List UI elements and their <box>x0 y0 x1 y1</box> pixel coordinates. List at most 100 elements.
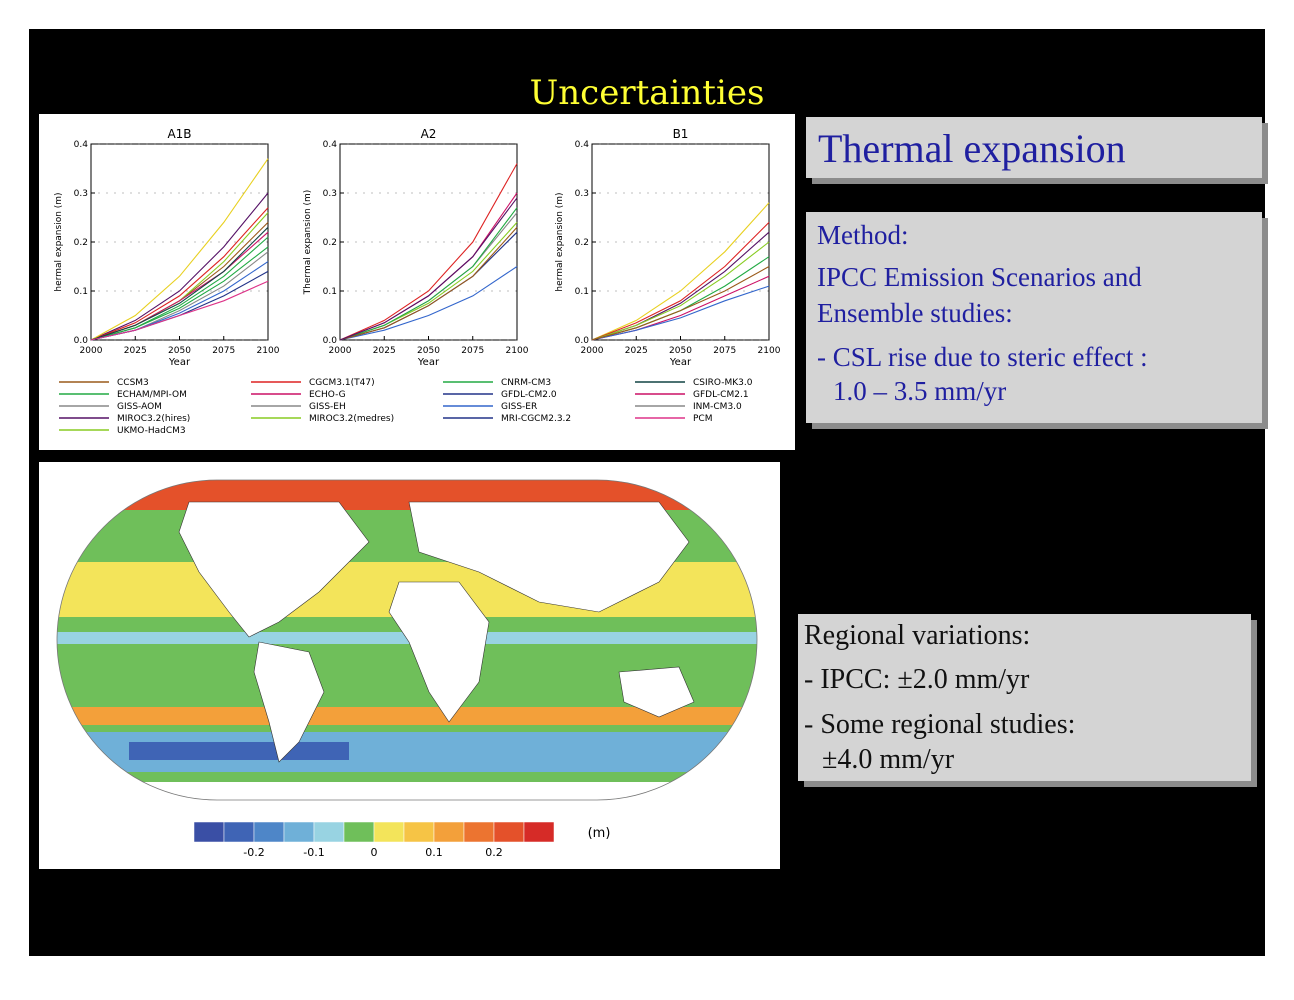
grid-dot <box>355 339 357 341</box>
x-tick-label: 2025 <box>373 346 396 356</box>
colorbar-swatch <box>403 821 435 843</box>
series-line <box>339 231 518 341</box>
grid-dot <box>130 143 132 145</box>
y-tick-label: 0.1 <box>575 287 589 297</box>
grid-dot <box>106 241 108 243</box>
grid-dot <box>475 290 477 292</box>
grid-dot <box>687 339 689 341</box>
grid-dot <box>507 192 509 194</box>
grid-dot <box>743 192 745 194</box>
grid-dot <box>459 241 461 243</box>
grid-dot <box>178 241 180 243</box>
grid-dot <box>751 143 753 145</box>
series-line <box>90 207 269 341</box>
grid-dot <box>395 192 397 194</box>
grid-dot <box>98 192 100 194</box>
grid-dot <box>114 290 116 292</box>
grid-dot <box>483 339 485 341</box>
grid-dot <box>186 241 188 243</box>
grid-dot <box>363 339 365 341</box>
grid-dot <box>411 290 413 292</box>
regional-map-figure: -0.2 -0.1 0 0.1 0.2 (m) <box>39 462 780 869</box>
grid-dot <box>703 339 705 341</box>
grid-dot <box>138 290 140 292</box>
x-tick-label: 2075 <box>461 346 484 356</box>
grid-dot <box>475 339 477 341</box>
colorbar-swatch <box>463 821 495 843</box>
grid-dot <box>266 241 268 243</box>
grid-dot <box>411 339 413 341</box>
grid-dot <box>711 192 713 194</box>
grid-dot <box>459 290 461 292</box>
y-tick-label: 0.4 <box>74 140 89 150</box>
grid-dot <box>467 339 469 341</box>
colorbar-swatch <box>283 821 315 843</box>
grid-dot <box>114 339 116 341</box>
method-box: Method: IPCC Emission Scenarios and Ense… <box>806 212 1262 423</box>
grid-dot <box>194 241 196 243</box>
grid-dot <box>639 339 641 341</box>
series-line <box>339 192 518 341</box>
grid-dot <box>679 143 681 145</box>
grid-dot <box>242 241 244 243</box>
grid-dot <box>735 339 737 341</box>
grid-dot <box>663 192 665 194</box>
grid-dot <box>467 192 469 194</box>
grid-dot <box>371 290 373 292</box>
south-band <box>57 707 757 725</box>
grid-dot <box>735 241 737 243</box>
x-tick-label: 2075 <box>212 346 235 356</box>
grid-dot <box>767 192 769 194</box>
grid-dot <box>250 339 252 341</box>
grid-dot <box>695 192 697 194</box>
grid-dot <box>387 290 389 292</box>
grid-dot <box>114 143 116 145</box>
grid-dot <box>403 290 405 292</box>
grid-dot <box>347 241 349 243</box>
method-line-4: 1.0 – 3.5 mm/yr <box>833 376 1007 406</box>
series-line <box>339 207 518 341</box>
y-tick-label: 0.2 <box>74 238 88 248</box>
grid-dot <box>226 143 228 145</box>
grid-dot <box>639 290 641 292</box>
grid-dot <box>491 143 493 145</box>
grid-dot <box>146 241 148 243</box>
grid-dot <box>499 339 501 341</box>
grid-dot <box>751 241 753 243</box>
grid-dot <box>234 339 236 341</box>
grid-dot <box>443 339 445 341</box>
colorbar-swatch <box>493 821 525 843</box>
grid-dot <box>759 241 761 243</box>
grid-dot <box>507 290 509 292</box>
colorbar-tick-label: 0.2 <box>485 846 503 859</box>
south-america <box>253 641 325 763</box>
grid-dot <box>202 241 204 243</box>
grid-dot <box>170 339 172 341</box>
grid-dot <box>703 192 705 194</box>
colorbar: -0.2 -0.1 0 0.1 0.2 (m) <box>193 821 610 859</box>
grid-dot <box>655 339 657 341</box>
colorbar-swatch <box>193 821 225 843</box>
grid-dot <box>655 241 657 243</box>
grid-dot <box>106 290 108 292</box>
grid-dot <box>98 290 100 292</box>
grid-dot <box>146 290 148 292</box>
grid-dot <box>403 192 405 194</box>
grid-dot <box>387 192 389 194</box>
grid-dot <box>679 241 681 243</box>
method-label: Method: <box>817 220 909 250</box>
grid-dot <box>162 339 164 341</box>
grid-dot <box>122 290 124 292</box>
grid-dot <box>663 339 665 341</box>
y-tick-label: 0.1 <box>323 287 337 297</box>
grid-dot <box>639 143 641 145</box>
line-chart-a2: A2 0.0 0.1 0.2 0.3 0.4 2000 2025 2050 2075 2100 Yea… <box>303 127 529 368</box>
colorbar-tick-label: -0.2 <box>243 846 264 859</box>
grid-dot <box>623 192 625 194</box>
y-tick-label: 0.3 <box>74 189 88 199</box>
grid-dot <box>186 143 188 145</box>
grid-dot <box>154 290 156 292</box>
grid-dot <box>355 290 357 292</box>
series-line <box>90 246 269 341</box>
grid-dot <box>226 192 228 194</box>
